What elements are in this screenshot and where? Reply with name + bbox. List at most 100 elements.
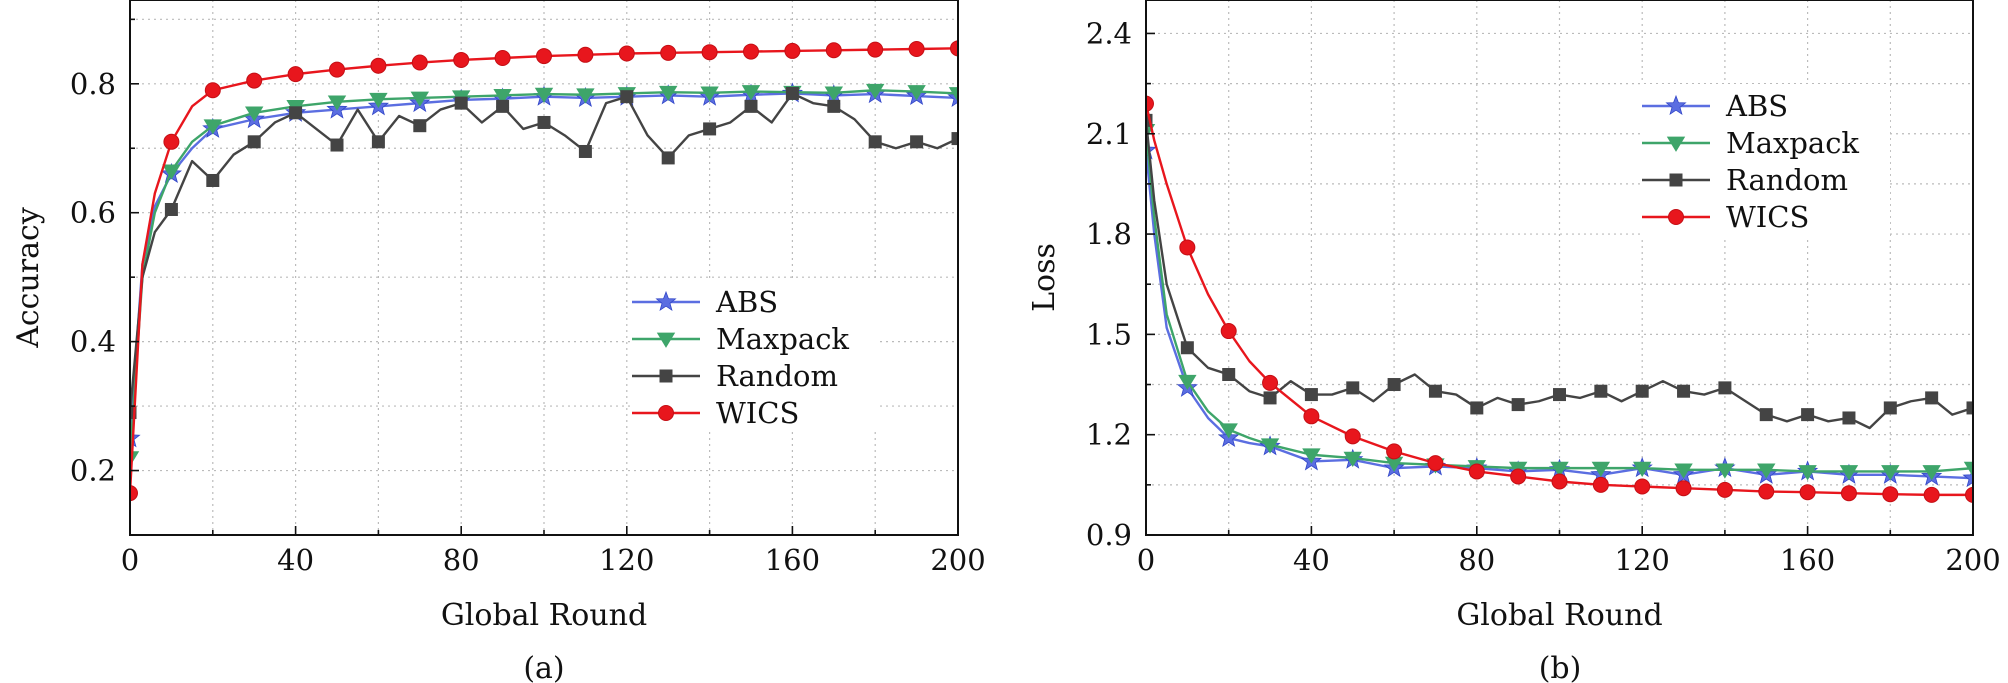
data-point-wics bbox=[825, 42, 842, 59]
data-point-wics bbox=[950, 40, 958, 57]
data-point-wics bbox=[784, 42, 801, 59]
data-point-wics bbox=[1146, 95, 1154, 112]
x-axis-label: Global Round bbox=[1456, 598, 1662, 633]
data-point-wics bbox=[1179, 239, 1196, 256]
data-point-wics bbox=[453, 51, 470, 68]
series-wics bbox=[130, 40, 958, 502]
data-point-wics bbox=[867, 41, 884, 58]
data-point-maxpack bbox=[1632, 461, 1652, 477]
data-point-wics bbox=[1303, 408, 1320, 425]
panel-label: (a) bbox=[523, 651, 564, 683]
data-point-wics bbox=[1427, 455, 1444, 472]
chart-panel-b: 0 40 80 120 160 200 0.9 1.2 1.5 1.8 2.1 2.4 Global R… bbox=[1027, 0, 2001, 683]
data-point-maxpack bbox=[1591, 461, 1611, 477]
y-tick-label: 1.2 bbox=[1086, 418, 1132, 452]
series-random bbox=[1146, 113, 1973, 430]
legend-label-maxpack: Maxpack bbox=[716, 322, 849, 356]
data-point-wics bbox=[1840, 485, 1857, 502]
data-point-wics bbox=[618, 45, 635, 62]
data-point-maxpack bbox=[1178, 374, 1197, 391]
data-point-wics bbox=[1592, 476, 1609, 493]
y-axis-label: Accuracy bbox=[11, 207, 46, 349]
data-point-maxpack bbox=[824, 86, 844, 102]
legend-label-maxpack: Maxpack bbox=[1726, 126, 1859, 160]
legend-marker-abs bbox=[1665, 94, 1687, 116]
series-line-abs bbox=[130, 92, 958, 439]
data-point-maxpack bbox=[907, 85, 926, 101]
y-tick-label: 2.4 bbox=[1086, 16, 1132, 50]
data-point-wics bbox=[287, 66, 304, 83]
y-tick-label: 0.4 bbox=[70, 325, 116, 359]
data-point-random bbox=[164, 202, 178, 216]
legend-marker-abs bbox=[655, 290, 677, 312]
data-point-random bbox=[1759, 408, 1773, 422]
legend-label-wics: WICS bbox=[1726, 200, 1809, 234]
legend-marker-wics bbox=[1668, 209, 1684, 225]
x-tick-label: 200 bbox=[930, 543, 985, 577]
data-point-wics bbox=[701, 44, 718, 61]
x-tick-label: 40 bbox=[1293, 543, 1330, 577]
y-tick-label: 1.8 bbox=[1086, 217, 1132, 251]
data-point-random bbox=[1304, 388, 1318, 402]
x-tick-label: 160 bbox=[1780, 543, 1835, 577]
data-point-wics bbox=[1716, 481, 1733, 498]
series-wics bbox=[1146, 95, 1973, 503]
data-point-maxpack bbox=[700, 86, 719, 102]
legend-label-random: Random bbox=[1726, 163, 1848, 197]
data-point-random bbox=[1553, 388, 1566, 402]
data-point-random bbox=[1263, 391, 1277, 405]
x-tick-label: 80 bbox=[443, 543, 480, 577]
data-point-random bbox=[1222, 368, 1236, 381]
legend-box bbox=[630, 280, 880, 430]
data-point-wics bbox=[329, 61, 345, 78]
x-tick-label: 200 bbox=[1945, 543, 2000, 577]
data-point-random bbox=[910, 135, 924, 149]
data-point-maxpack bbox=[1260, 438, 1280, 454]
data-point-random bbox=[1470, 401, 1484, 415]
data-point-wics bbox=[163, 133, 180, 150]
data-point-random bbox=[1677, 384, 1691, 398]
data-point-wics bbox=[1551, 473, 1568, 490]
data-point-wics bbox=[246, 72, 263, 89]
data-point-maxpack bbox=[493, 89, 512, 105]
data-point-maxpack bbox=[576, 88, 595, 104]
data-point-maxpack bbox=[865, 83, 885, 100]
data-point-random bbox=[413, 119, 427, 133]
data-point-random bbox=[1966, 401, 1973, 415]
y-tick-label: 0.2 bbox=[70, 454, 116, 488]
data-point-random bbox=[827, 99, 841, 113]
data-point-wics bbox=[1923, 486, 1940, 503]
legend-label-wics: WICS bbox=[716, 396, 799, 430]
data-point-random bbox=[1346, 381, 1360, 395]
series-line-maxpack bbox=[130, 89, 958, 458]
data-point-wics bbox=[1675, 480, 1692, 497]
data-point-random bbox=[785, 86, 799, 100]
y-axis-label: Loss bbox=[1027, 243, 1062, 312]
data-point-random bbox=[1180, 341, 1194, 355]
data-point-random bbox=[703, 122, 717, 136]
ticks: 0 40 80 120 160 200 0.9 1.2 1.5 1.8 2.1 2.4 bbox=[1086, 16, 2001, 577]
data-point-random bbox=[1801, 408, 1815, 422]
x-tick-label: 160 bbox=[765, 543, 820, 577]
data-point-maxpack bbox=[1963, 461, 1973, 477]
data-point-wics bbox=[1634, 478, 1651, 495]
data-point-maxpack bbox=[741, 85, 761, 101]
data-point-wics bbox=[130, 485, 138, 502]
data-point-random bbox=[206, 173, 220, 187]
data-point-random bbox=[620, 90, 634, 104]
legend-box bbox=[1640, 84, 1890, 236]
data-point-maxpack bbox=[244, 106, 264, 122]
data-point-random bbox=[454, 96, 468, 110]
ticks: 0 40 80 120 160 200 0.2 0.4 0.6 0.8 bbox=[70, 18, 986, 577]
data-point-random bbox=[951, 132, 958, 146]
data-point-maxpack bbox=[1757, 463, 1776, 479]
data-point-maxpack bbox=[1715, 463, 1735, 479]
data-point-maxpack bbox=[1302, 448, 1321, 464]
data-point-wics bbox=[370, 57, 387, 74]
data-point-wics bbox=[1220, 323, 1237, 340]
data-point-wics bbox=[1758, 483, 1775, 500]
data-point-random bbox=[1925, 391, 1939, 405]
data-point-random bbox=[744, 99, 758, 113]
